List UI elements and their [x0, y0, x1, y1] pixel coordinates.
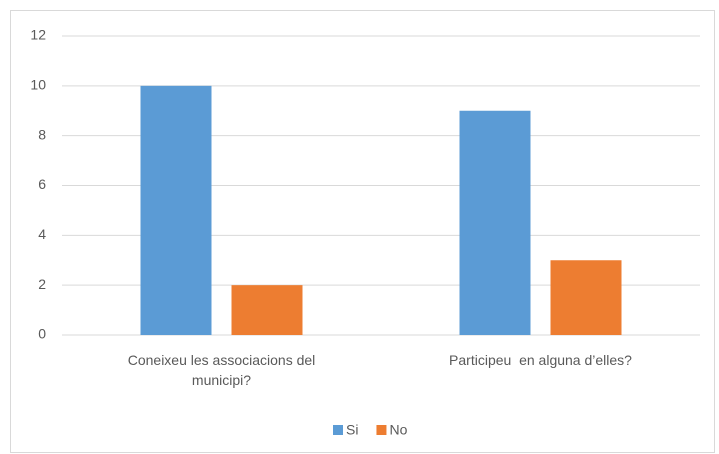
bar: [459, 110, 531, 335]
x-tick-label: Participeu en alguna d’elles?: [449, 352, 632, 368]
y-tick-label: 12: [30, 27, 46, 43]
bar: [231, 285, 303, 335]
legend-swatch: [376, 425, 387, 435]
y-tick-label: 6: [38, 176, 46, 192]
bar: [550, 260, 622, 335]
legend-label: Si: [346, 422, 358, 438]
y-tick-label: 8: [38, 126, 46, 142]
bar: [140, 85, 212, 335]
legend-swatch: [333, 425, 343, 435]
y-tick-label: 2: [38, 276, 46, 292]
y-tick-label: 4: [38, 226, 46, 242]
chart-frame: [10, 10, 715, 453]
x-tick-label: Coneixeu les associacions del municipi?: [127, 352, 320, 388]
y-tick-label: 10: [30, 77, 46, 93]
legend-label: No: [389, 422, 407, 438]
y-tick-label: 0: [38, 326, 46, 342]
